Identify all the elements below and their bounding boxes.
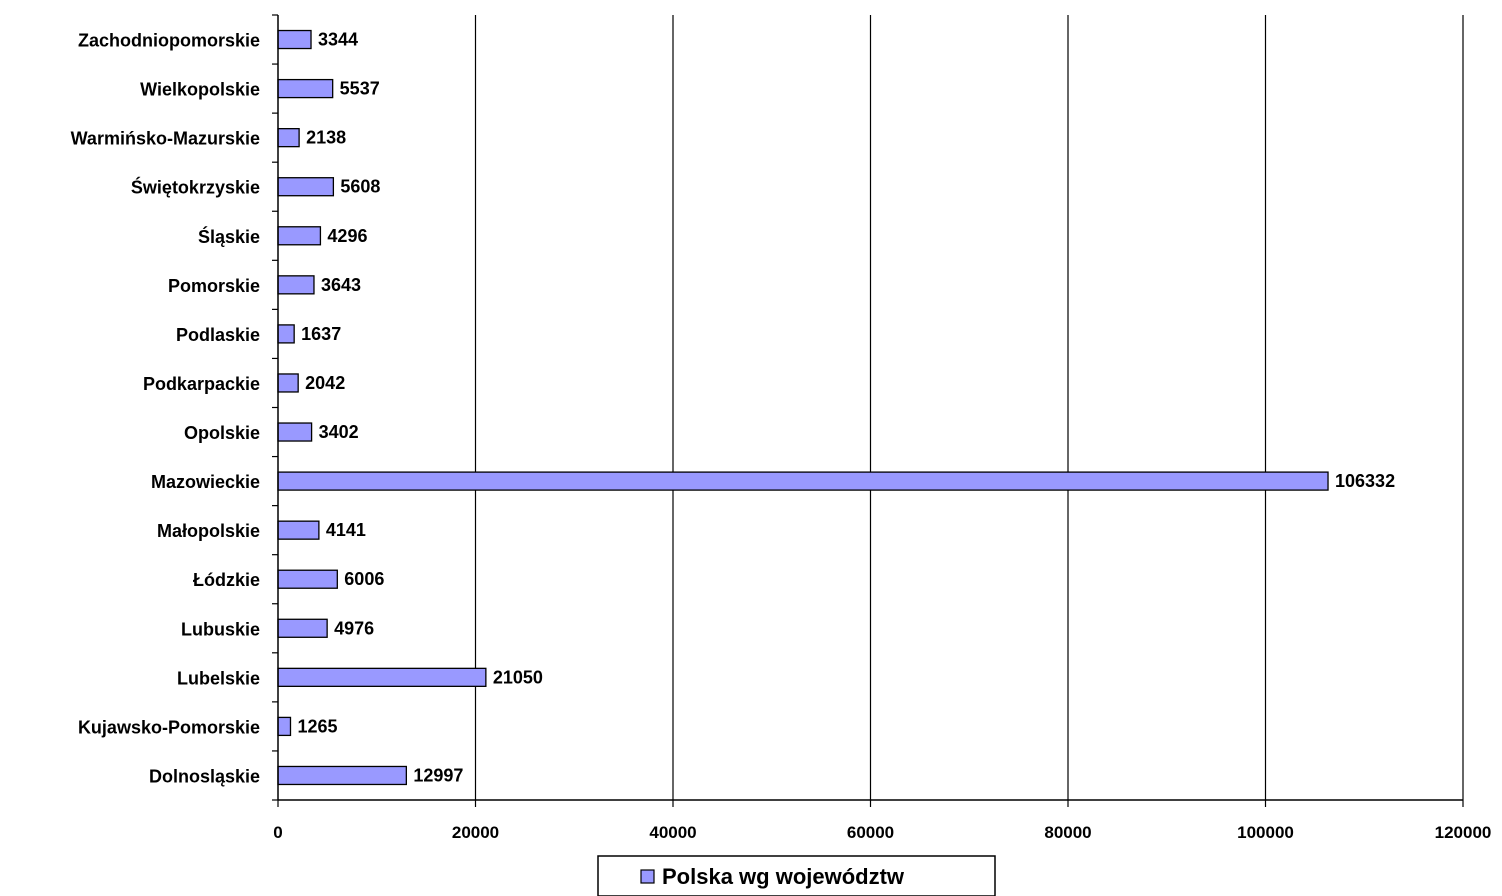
x-tick-label: 20000 — [452, 823, 499, 842]
x-tick-label: 0 — [273, 823, 282, 842]
data-label: 4976 — [334, 618, 374, 638]
category-label: Dolnosląskie — [149, 766, 260, 786]
category-labels: Dolnosląskie Kujawsko-Pomorskie Lubelskie L… — [71, 31, 260, 787]
x-tick-label: 100000 — [1237, 823, 1294, 842]
data-label: 5608 — [340, 177, 380, 197]
bar — [277, 765, 407, 786]
data-label: 4296 — [327, 226, 367, 246]
legend-swatch — [640, 869, 655, 884]
category-label: Opolskie — [184, 423, 260, 443]
data-label: 2042 — [305, 373, 345, 393]
bar — [277, 422, 313, 442]
bar — [277, 78, 334, 99]
category-label: Lubelskie — [177, 668, 260, 688]
data-label: 3344 — [318, 30, 358, 50]
category-label: Pomorskie — [168, 276, 260, 296]
bar — [277, 471, 1329, 491]
data-label: 1637 — [301, 324, 341, 344]
data-label: 3402 — [319, 422, 359, 442]
category-label: Wielkopolskie — [140, 80, 260, 100]
bar — [277, 520, 320, 540]
bar — [277, 667, 487, 687]
category-label: Zachodniopomorskie — [78, 31, 260, 51]
category-label: Kujawsko-Pomorskie — [78, 717, 260, 737]
bar — [277, 29, 312, 50]
data-label: 12997 — [413, 765, 463, 785]
x-tick-label: 60000 — [847, 823, 894, 842]
legend-box — [597, 855, 996, 896]
bar — [277, 324, 295, 344]
data-label: 3643 — [321, 275, 361, 295]
bar — [277, 373, 299, 393]
category-label: Warmińsko-Mazurskie — [71, 129, 260, 149]
data-label: 21050 — [493, 667, 543, 687]
x-tick-label: 80000 — [1044, 823, 1091, 842]
bar — [277, 226, 322, 246]
category-label: Mazowieckie — [151, 472, 260, 492]
axes — [272, 14, 1464, 807]
grid-lines — [474, 15, 1464, 800]
bar — [277, 569, 338, 589]
category-label: Łódzkie — [193, 570, 260, 590]
category-label: Małopolskie — [157, 521, 260, 541]
bar — [277, 128, 300, 148]
category-label: Podlaskie — [176, 325, 260, 345]
category-label: Podkarpackie — [143, 374, 260, 394]
bar — [277, 177, 335, 197]
bar — [277, 275, 315, 295]
data-label: 1265 — [297, 716, 337, 736]
category-label: Świętokrzyskie — [131, 177, 260, 198]
bar — [277, 618, 328, 638]
data-labels: 12997 1265 21050 4976 6006 4141 106332 3402 2042… — [297, 30, 1395, 786]
x-tick-label: 120000 — [1435, 823, 1492, 842]
category-label: Śląskie — [198, 226, 260, 247]
data-label: 2138 — [306, 128, 346, 148]
x-tick-label: 40000 — [649, 823, 696, 842]
data-label: 5537 — [340, 79, 380, 99]
data-label: 6006 — [344, 569, 384, 589]
data-label: 4141 — [326, 520, 366, 540]
bar — [277, 716, 292, 737]
tick-labels: 0 20000 40000 60000 80000 100000 120000 — [273, 823, 1491, 842]
legend-label: Polska wg województw — [662, 864, 905, 889]
category-label: Lubuskie — [181, 619, 260, 639]
legend: Polska wg województw — [597, 855, 996, 896]
bars — [277, 29, 1329, 786]
data-label: 106332 — [1335, 471, 1395, 491]
